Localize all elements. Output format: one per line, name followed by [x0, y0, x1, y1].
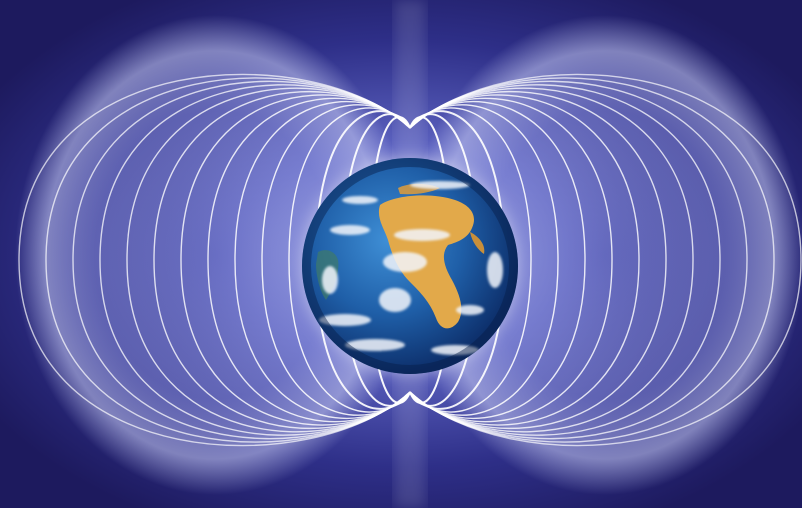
left-field-line [99, 84, 411, 436]
left-field-line [126, 87, 411, 433]
left-field-glow [15, 15, 415, 495]
left-field-line [153, 90, 411, 430]
left-field-line [234, 101, 411, 419]
right-field-line [409, 94, 640, 426]
right-field-line [409, 90, 667, 430]
right-field-line [409, 77, 775, 443]
right-field-line [409, 87, 694, 433]
right-field-line [409, 101, 586, 419]
right-field-line [409, 97, 613, 423]
left-field-line [18, 73, 411, 447]
left-field-line [261, 104, 411, 416]
left-field-line [72, 80, 411, 440]
left-field-line [180, 94, 411, 426]
right-field-glow [405, 15, 802, 495]
left-field-line [207, 97, 411, 423]
right-field-lines [409, 73, 802, 447]
right-field-line [409, 107, 532, 413]
left-field-lines [18, 73, 411, 447]
right-field-line [409, 84, 721, 436]
right-field-line [409, 104, 559, 416]
right-field-line [409, 80, 748, 440]
right-field-line [409, 73, 802, 447]
clouds [319, 181, 503, 355]
earth-globe [302, 158, 518, 374]
left-field-line [288, 107, 411, 413]
left-field-line [45, 77, 411, 443]
